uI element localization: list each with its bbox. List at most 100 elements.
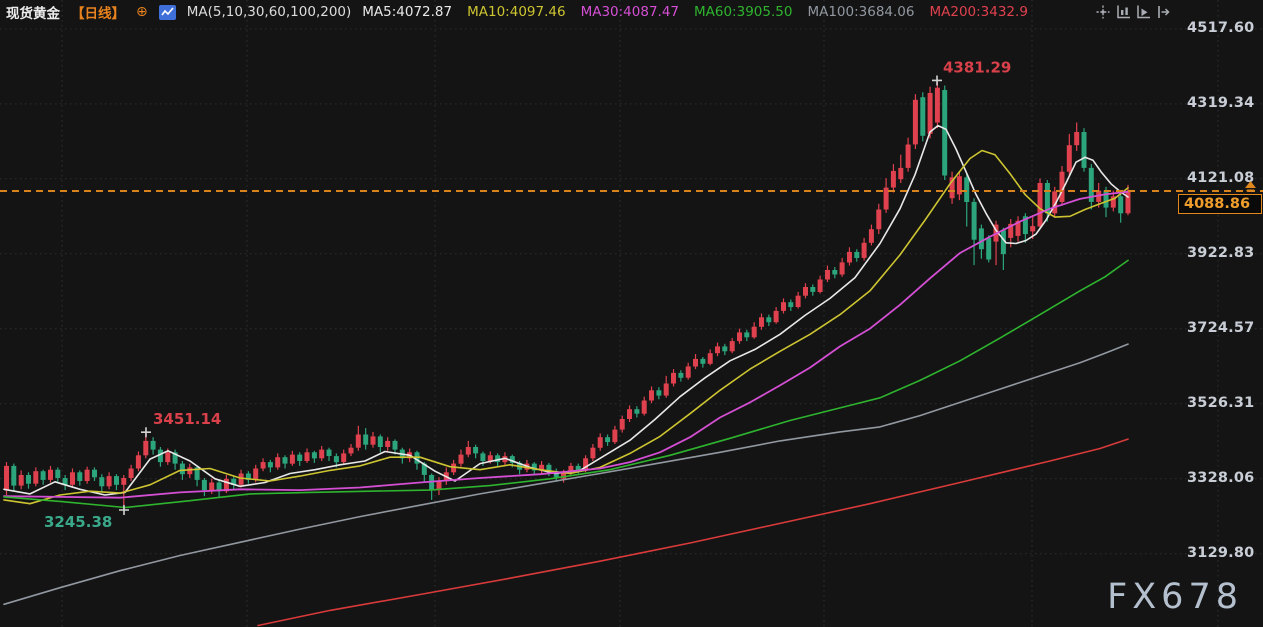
candle-body [216, 482, 222, 492]
candle-body [553, 471, 559, 478]
candle-body [370, 436, 376, 445]
y-axis-label: 4319.34 [1187, 95, 1255, 111]
candle-body [385, 440, 391, 447]
candle-body [986, 237, 992, 260]
candle-body [4, 465, 9, 491]
candle-body [355, 434, 361, 448]
candle-body [715, 346, 720, 354]
ma-group-label: MA(5,10,30,60,100,200) [186, 4, 352, 20]
candle-body [788, 302, 794, 308]
candle-body [509, 456, 515, 463]
candle-body [759, 317, 764, 327]
candle-body [1103, 190, 1109, 208]
candle-body [267, 462, 273, 468]
candle-body [671, 372, 676, 384]
candle-body [912, 99, 918, 145]
candle-body [451, 463, 457, 473]
candle-body [956, 176, 962, 195]
candle-body [722, 346, 728, 352]
candle-body [693, 358, 698, 367]
candle-body [458, 454, 464, 464]
candle-body [502, 456, 508, 463]
y-axis-label: 3922.83 [1187, 245, 1255, 261]
y-axis-label: 3724.57 [1187, 320, 1255, 336]
candle-body [40, 471, 46, 480]
y-axis-label: 3129.80 [1187, 545, 1255, 561]
candle-body [377, 436, 383, 447]
candle-body [253, 468, 259, 480]
candle-body [143, 440, 149, 456]
candle-body [531, 463, 537, 471]
candle-body [480, 453, 486, 461]
timeframe-label[interactable]: 【日线】 [71, 6, 125, 22]
candle-body [751, 326, 757, 338]
candle-body [1000, 230, 1006, 255]
candle-body [194, 467, 200, 480]
price-axis[interactable]: 4517.60 4319.34 4121.08 3922.83 3724.57 3526.… [1175, 0, 1263, 627]
candle-body [619, 419, 625, 430]
candle-body [150, 440, 156, 450]
candle-body [575, 465, 581, 471]
candle-body [795, 295, 801, 307]
candle-body [77, 472, 83, 481]
candle-body [685, 366, 691, 378]
candle-body [187, 467, 193, 475]
jump-to-latest-icon[interactable] [1243, 178, 1258, 197]
candle-body [641, 400, 647, 414]
candle-body [839, 262, 845, 275]
candle-body [1110, 196, 1116, 208]
candle-body [319, 449, 325, 459]
candle-body [605, 437, 611, 443]
candle-body [92, 469, 97, 478]
indicator-chart-icon[interactable] [158, 4, 176, 20]
y-axis-label: 3526.31 [1187, 395, 1255, 411]
chart-toolbar [1094, 3, 1171, 20]
candle-body [282, 457, 288, 464]
candle-body [297, 454, 303, 461]
candle-body [861, 242, 867, 258]
candle-body [275, 457, 281, 468]
candle-body [11, 465, 17, 486]
ma-legend-item: MA10:4097.46 [467, 4, 566, 20]
candle-body [487, 455, 493, 461]
current-price-value: 4088.86 [1184, 196, 1251, 212]
candle-body [311, 452, 317, 459]
candle-body [868, 229, 874, 243]
candle-body [1059, 171, 1065, 202]
candle-axis-icon[interactable] [1114, 3, 1131, 20]
pop-out-icon[interactable] [1154, 3, 1171, 20]
candle-body [495, 455, 501, 463]
candle-body [766, 317, 772, 323]
candle-body [1044, 183, 1050, 214]
candle-body [1052, 191, 1058, 214]
candle-body [341, 453, 347, 463]
candle-body [106, 476, 112, 487]
extreme-marker-cross [932, 75, 942, 86]
extreme-marker-cross [141, 427, 151, 438]
candle-body [1022, 216, 1028, 235]
candle-body [84, 469, 90, 481]
candle-body [48, 469, 53, 480]
expand-icon[interactable]: ⊕ [136, 4, 148, 20]
candle-body [964, 177, 970, 202]
candle-body [128, 468, 134, 478]
candle-body [392, 440, 398, 450]
candle-body [597, 437, 603, 448]
candle-body [165, 452, 171, 463]
candle-body [245, 473, 251, 480]
candle-body [121, 478, 127, 485]
candle-body [656, 390, 662, 396]
candle-body [568, 465, 574, 473]
ma-line-ma30 [3, 190, 1129, 499]
play-axis-icon[interactable] [1134, 3, 1151, 20]
candle-body [854, 251, 860, 258]
candle-body [663, 383, 669, 396]
price-annotation: 3245.38 [44, 513, 112, 531]
candle-body [55, 469, 61, 478]
crosshair-icon[interactable] [1094, 3, 1111, 20]
candle-body [1088, 167, 1094, 202]
candle-body [883, 187, 889, 210]
candle-body [927, 93, 933, 134]
